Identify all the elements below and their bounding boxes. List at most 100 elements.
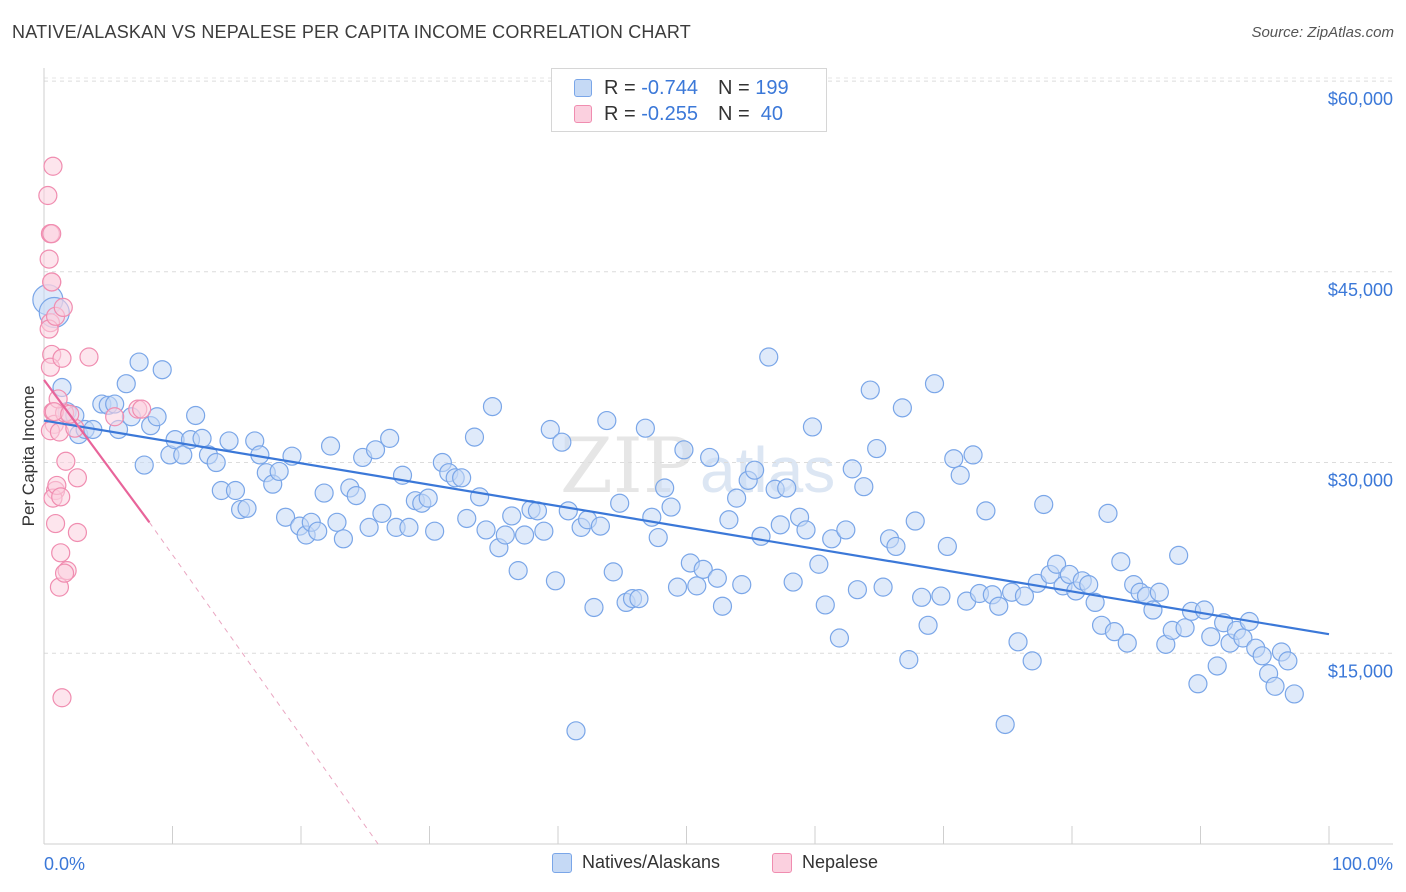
natives-point <box>687 576 707 596</box>
natives-point <box>842 459 862 479</box>
natives-point <box>603 562 623 582</box>
natives-point <box>1046 554 1067 574</box>
source-credit: Source: ZipAtlas.com <box>1251 24 1394 41</box>
natives-point <box>674 440 694 460</box>
natives-point <box>269 461 289 482</box>
natives-point <box>777 478 797 498</box>
natives-point <box>365 440 386 460</box>
natives-point <box>1175 618 1195 638</box>
natives-point <box>206 452 226 473</box>
natives-point <box>275 507 296 527</box>
natives-point <box>847 580 868 600</box>
series-natives <box>32 284 1304 741</box>
natives-point <box>399 517 419 537</box>
natives-point <box>912 587 932 607</box>
natives-point <box>886 536 906 557</box>
natives-point <box>225 480 246 501</box>
watermark: ZIP <box>560 421 694 510</box>
natives-point <box>346 485 366 506</box>
natives-point <box>924 374 945 394</box>
nepalese-point <box>105 407 125 427</box>
natives-point <box>552 432 572 452</box>
natives-point <box>892 398 912 418</box>
natives-point <box>1278 651 1298 671</box>
x-tick-label: 0.0% <box>44 854 85 874</box>
natives-point <box>495 525 515 545</box>
natives-point <box>1111 552 1131 572</box>
natives-point <box>667 577 688 597</box>
natives-point <box>1169 545 1189 565</box>
natives-trend-line <box>43 419 1330 636</box>
natives-point <box>655 478 675 498</box>
natives-point <box>918 615 938 635</box>
natives-point <box>783 572 803 592</box>
natives-point <box>470 487 490 507</box>
nepalese-point <box>51 487 71 507</box>
natives-point <box>152 360 172 380</box>
natives-point <box>457 508 477 529</box>
legend-swatch-natives <box>574 79 592 97</box>
natives-point <box>173 445 193 465</box>
natives-point <box>147 407 167 427</box>
natives-point <box>1098 503 1118 523</box>
y-tick-label: $15,000 <box>1328 661 1393 681</box>
natives-point <box>1022 651 1042 671</box>
natives-point <box>1014 586 1035 606</box>
natives-point <box>751 526 771 546</box>
natives-point <box>418 488 438 508</box>
natives-point <box>727 488 747 508</box>
natives-point <box>1079 575 1099 595</box>
natives-point <box>931 586 951 606</box>
natives-point <box>854 477 874 497</box>
natives-point <box>464 427 485 447</box>
natives-point <box>802 417 823 437</box>
natives-point <box>1085 592 1105 613</box>
natives-point <box>1252 646 1272 666</box>
natives-point <box>508 561 528 581</box>
nepalese-point <box>132 399 152 419</box>
natives-point <box>359 517 379 537</box>
nepalese-trend-extension <box>148 522 379 845</box>
trend-lines <box>43 379 1330 845</box>
natives-point <box>712 596 733 616</box>
natives-point <box>1233 628 1253 648</box>
natives-point <box>937 536 957 557</box>
legend-r-value: -0.255 <box>641 102 698 125</box>
natives-point <box>836 520 856 540</box>
watermark-atlas: atlas <box>700 434 835 506</box>
natives-point <box>629 588 649 609</box>
series-legend-natives: Natives/Alaskans <box>552 852 720 873</box>
nepalese-point <box>39 249 59 269</box>
legend-row-natives: R = -0.744 N = 199 <box>574 77 789 99</box>
natives-point <box>822 529 842 549</box>
natives-point <box>116 374 136 394</box>
natives-point <box>829 628 850 648</box>
natives-point <box>899 650 919 670</box>
series-label-nepalese: Nepalese <box>802 852 879 872</box>
nepalese-point <box>52 688 72 708</box>
natives-point <box>759 347 779 367</box>
natives-point <box>950 465 970 485</box>
natives-point <box>867 438 887 459</box>
nepalese-point <box>56 451 76 471</box>
natives-point <box>584 597 604 618</box>
y-tick-labels: $15,000 $30,000 $45,000 $60,000 <box>1328 89 1393 681</box>
natives-point <box>186 405 206 426</box>
natives-point <box>995 714 1015 735</box>
natives-point <box>597 410 617 431</box>
nepalese-point <box>52 348 72 368</box>
legend-n-label: N = <box>717 76 750 99</box>
y-tick-label: $60,000 <box>1328 89 1393 109</box>
natives-point <box>237 498 257 518</box>
natives-point <box>732 575 752 595</box>
series-swatch-natives <box>552 852 572 873</box>
natives-point <box>1265 676 1285 696</box>
natives-point <box>770 515 790 535</box>
natives-point <box>558 501 578 521</box>
legend-n-value: 199 <box>755 76 789 99</box>
nepalese-point <box>54 563 75 583</box>
natives-point <box>661 497 681 517</box>
natives-point <box>693 559 713 579</box>
legend-n-value: 40 <box>760 102 784 125</box>
x-tick-label: 100.0% <box>1332 854 1393 874</box>
